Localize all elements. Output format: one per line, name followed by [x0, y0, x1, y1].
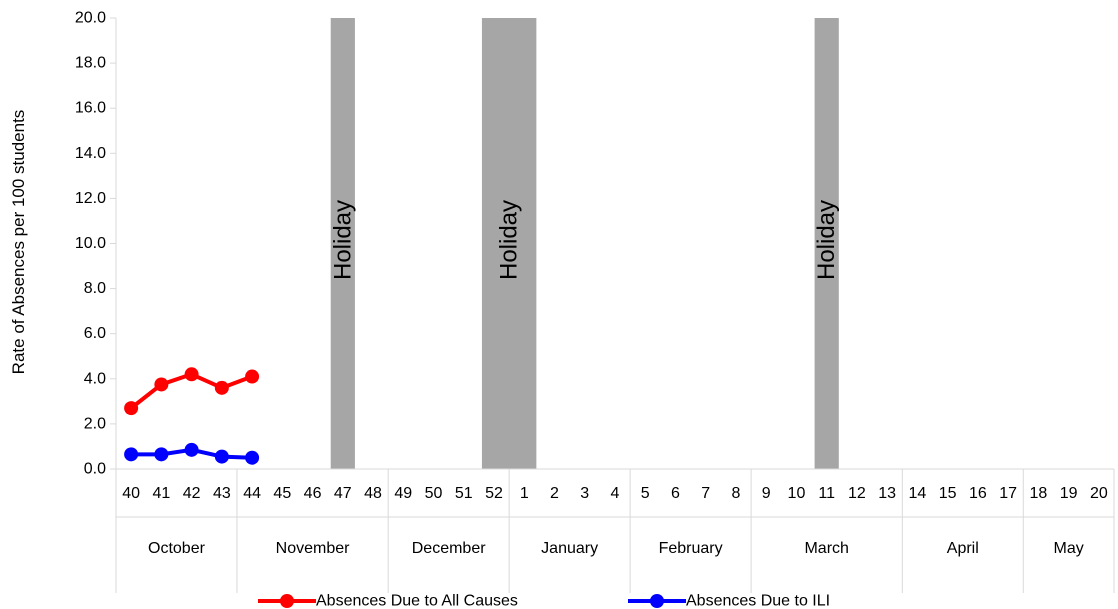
month-label: October [148, 540, 206, 557]
x-tick-label: 6 [671, 485, 680, 502]
x-tick-label: 4 [611, 485, 620, 502]
x-tick-label: 13 [878, 485, 896, 502]
y-tick-label: 6.0 [84, 325, 106, 342]
y-tick-label: 2.0 [84, 415, 106, 432]
x-tick-label: 48 [364, 485, 382, 502]
x-tick-label: 49 [394, 485, 412, 502]
x-tick-label: 46 [304, 485, 322, 502]
y-tick-label: 8.0 [84, 280, 106, 297]
data-point [245, 369, 260, 384]
x-tick-label: 1 [520, 485, 529, 502]
x-tick-label: 40 [122, 485, 140, 502]
axes: 0.0 2.0 4.0 6.0 8.0 10.0 12.0 14.0 16.0 18.0 20.0 4… [75, 10, 1115, 593]
x-tick-label: 3 [580, 485, 589, 502]
holiday-band-1 [330, 18, 355, 469]
x-tick-label: 2 [550, 485, 559, 502]
holiday-band-3 [814, 18, 839, 469]
x-tick-label: 15 [939, 485, 957, 502]
data-point [245, 450, 260, 465]
data-point [124, 447, 139, 462]
y-tick-label: 10.0 [75, 235, 106, 252]
data-point [214, 449, 229, 464]
data-point [184, 367, 199, 382]
month-label: February [659, 540, 723, 557]
data-point [184, 442, 199, 457]
x-tick-label: 50 [425, 485, 443, 502]
x-tick-label: 11 [818, 485, 835, 502]
data-point [214, 380, 229, 395]
x-tick-label: 17 [999, 485, 1017, 502]
holiday-band-2 [481, 18, 537, 469]
x-tick-label: 45 [273, 485, 291, 502]
month-label: April [947, 540, 979, 557]
data-point [154, 377, 169, 392]
x-tick-label: 16 [969, 485, 987, 502]
holiday-label: Holiday [813, 200, 840, 280]
legend-swatch-marker [650, 594, 664, 608]
holiday-bands: Holiday Holiday Holiday [329, 18, 840, 469]
y-tick-label: 12.0 [75, 190, 106, 207]
y-tick-label: 18.0 [75, 55, 106, 72]
x-tick-label: 47 [334, 485, 352, 502]
y-tick-label: 14.0 [75, 145, 106, 162]
month-label: November [276, 540, 350, 557]
month-label: May [1054, 540, 1084, 557]
holiday-label: Holiday [496, 200, 523, 280]
y-tick-label: 16.0 [75, 100, 106, 117]
x-tick-label: 20 [1090, 485, 1108, 502]
x-tick-label: 51 [455, 485, 473, 502]
x-tick-label: 18 [1029, 485, 1047, 502]
x-tick-label: 19 [1060, 485, 1078, 502]
x-tick-label: 7 [701, 485, 710, 502]
x-tick-label: 43 [213, 485, 231, 502]
x-tick-label: 14 [909, 485, 927, 502]
y-tick-label: 4.0 [84, 370, 106, 387]
x-tick-label: 52 [485, 485, 503, 502]
x-tick-label: 8 [732, 485, 741, 502]
holiday-label: Holiday [329, 200, 356, 280]
legend-label: Absences Due to ILI [686, 593, 830, 609]
legend: Absences Due to All Causes Absences Due t… [258, 593, 830, 609]
y-axis-title: Rate of Absences per 100 students [9, 110, 28, 375]
legend-swatch-marker [280, 594, 294, 608]
series-lines [124, 367, 260, 465]
y-tick-label: 0.0 [84, 461, 106, 478]
month-label: December [412, 540, 486, 557]
x-tick-label: 44 [243, 485, 261, 502]
month-label: March [804, 540, 848, 557]
x-tick-label: 42 [183, 485, 201, 502]
x-tick-label: 10 [788, 485, 806, 502]
x-tick-label: 5 [641, 485, 650, 502]
data-point [124, 401, 139, 416]
x-tick-label: 41 [152, 485, 170, 502]
x-tick-label: 9 [762, 485, 771, 502]
x-tick-label: 12 [848, 485, 866, 502]
data-point [154, 447, 169, 462]
month-label: January [541, 540, 598, 557]
y-tick-label: 20.0 [75, 10, 106, 27]
legend-label: Absences Due to All Causes [316, 593, 518, 609]
